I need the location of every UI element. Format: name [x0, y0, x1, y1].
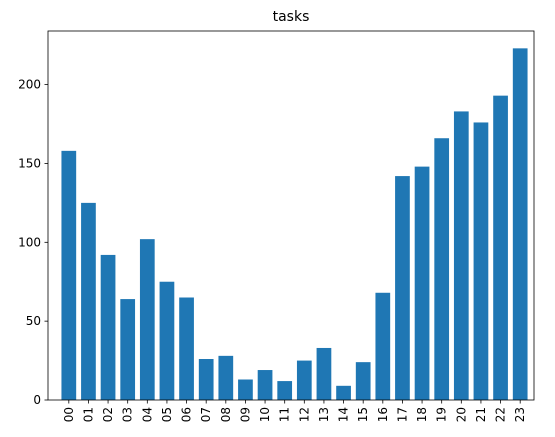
bar-23: [512, 48, 528, 400]
x-axis: 00 01 02 03 04 05 06 07 08 09 10 11 12 13 14 15 16 17 18 19…: [62, 400, 527, 422]
y-tick-label-0: 0: [33, 393, 41, 407]
x-tick-label-03: 03: [121, 407, 135, 422]
bar-06: [179, 297, 194, 400]
x-tick-label-02: 02: [101, 407, 115, 422]
bar-21: [473, 122, 489, 401]
x-tick-label-07: 07: [199, 407, 213, 422]
x-tick-label-12: 12: [297, 407, 311, 422]
bar-01: [81, 202, 96, 400]
bar-13: [316, 347, 332, 400]
y-tick-label-100: 100: [18, 235, 41, 249]
bar-19: [434, 138, 450, 401]
x-tick-label-11: 11: [278, 407, 292, 422]
bar-08: [218, 355, 234, 400]
bar-04: [139, 239, 155, 400]
x-tick-label-15: 15: [356, 407, 370, 422]
bar-10: [257, 370, 273, 400]
y-tick-label-150: 150: [18, 156, 41, 170]
bar-03: [120, 299, 136, 400]
x-tick-label-21: 21: [474, 407, 488, 422]
y-tick-label-200: 200: [18, 78, 41, 92]
bar-07: [198, 359, 214, 400]
x-tick-label-23: 23: [513, 407, 527, 422]
x-tick-label-18: 18: [415, 407, 429, 422]
bar-09: [238, 379, 253, 400]
x-tick-label-01: 01: [81, 407, 95, 422]
bar-18: [414, 166, 430, 400]
y-axis: 0 50 100 150 200: [18, 78, 48, 407]
x-tick-label-10: 10: [258, 407, 272, 422]
x-tick-label-17: 17: [395, 407, 409, 422]
bar-12: [296, 360, 312, 400]
x-tick-label-00: 00: [62, 407, 76, 422]
x-tick-label-04: 04: [140, 407, 154, 422]
bar-05: [159, 281, 175, 400]
x-tick-label-16: 16: [376, 407, 390, 422]
chart-title: tasks: [273, 9, 310, 25]
plot-frame: [47, 30, 535, 401]
x-tick-label-13: 13: [317, 407, 331, 422]
bar-14: [336, 385, 351, 400]
bar-15: [355, 362, 371, 400]
x-tick-label-14: 14: [337, 407, 351, 422]
bar-00: [61, 150, 77, 400]
bar-22: [493, 95, 508, 401]
bars-group: [61, 48, 528, 401]
x-tick-label-19: 19: [435, 407, 449, 422]
bar-20: [453, 111, 469, 401]
x-tick-label-20: 20: [454, 407, 468, 422]
bar-11: [277, 381, 293, 400]
x-tick-label-06: 06: [180, 407, 194, 422]
y-tick-label-50: 50: [26, 314, 41, 328]
x-tick-label-09: 09: [238, 407, 252, 422]
bar-17: [395, 176, 410, 400]
bar-02: [100, 254, 116, 400]
x-tick-label-05: 05: [160, 407, 174, 422]
bar-16: [375, 292, 391, 400]
x-tick-label-08: 08: [219, 407, 233, 422]
x-tick-label-22: 22: [494, 407, 508, 422]
